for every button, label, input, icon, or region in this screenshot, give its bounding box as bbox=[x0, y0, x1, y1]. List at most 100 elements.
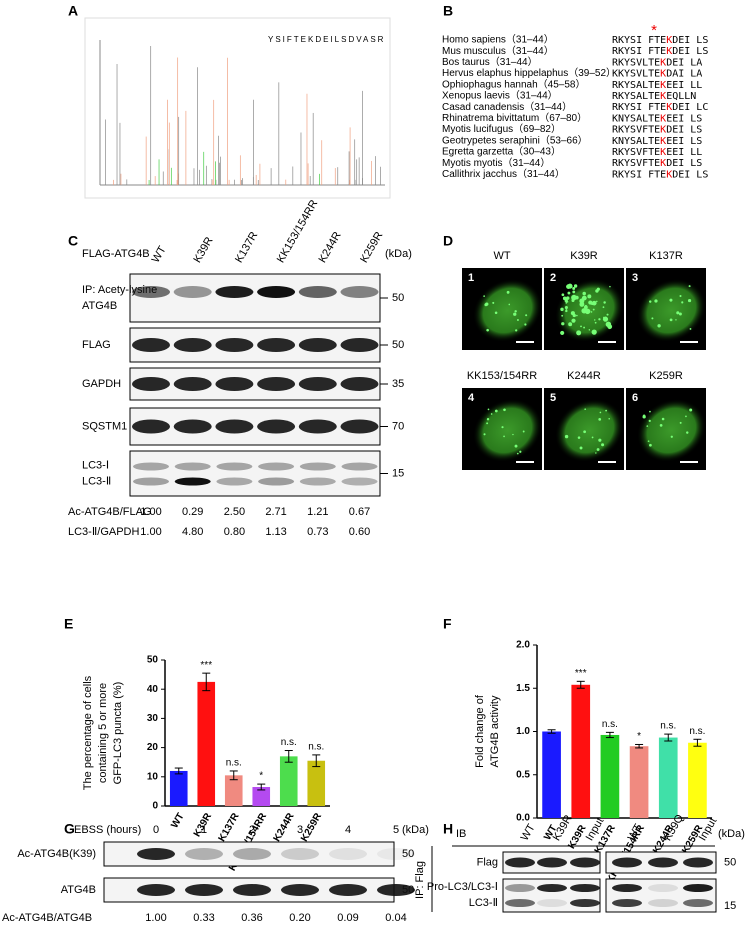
puncta bbox=[483, 295, 485, 297]
band bbox=[341, 477, 378, 486]
significance: n.s. bbox=[660, 721, 676, 732]
puncta bbox=[519, 450, 522, 453]
puncta bbox=[685, 415, 687, 418]
bar bbox=[197, 681, 216, 806]
band bbox=[612, 884, 642, 892]
sequence-part: K bbox=[660, 91, 666, 102]
row-label: FLAG bbox=[82, 339, 111, 351]
band bbox=[298, 338, 337, 352]
error-bar bbox=[693, 738, 702, 747]
puncta bbox=[590, 311, 593, 313]
puncta bbox=[675, 319, 677, 321]
puncta bbox=[584, 408, 587, 411]
band bbox=[174, 462, 211, 471]
quant-value: 1.00 bbox=[140, 506, 161, 518]
quant-value: 4.80 bbox=[182, 526, 203, 538]
puncta bbox=[678, 312, 682, 316]
puncta bbox=[654, 299, 658, 303]
quant-value: 2.71 bbox=[265, 506, 286, 518]
puncta bbox=[686, 431, 689, 434]
image-number: 6 bbox=[632, 392, 638, 404]
quant-label: LC3-Ⅱ/GAPDH bbox=[68, 526, 139, 538]
band bbox=[257, 419, 296, 434]
bar bbox=[600, 734, 620, 818]
bar bbox=[629, 746, 649, 818]
puncta bbox=[485, 302, 489, 306]
puncta bbox=[501, 426, 504, 429]
sequence-part: EQLLN bbox=[666, 91, 696, 102]
cell bbox=[472, 398, 543, 463]
error-bar bbox=[635, 743, 644, 749]
image-title: WT bbox=[493, 250, 510, 262]
lane-label: K244R bbox=[317, 230, 344, 265]
cell bbox=[636, 278, 707, 343]
sequence-part: RKYSVFTE bbox=[612, 158, 660, 169]
sequence-part: RKYSVFTE bbox=[612, 147, 660, 158]
band bbox=[216, 477, 253, 486]
row-label: Pro-LC3/LC3-Ⅰ bbox=[427, 881, 498, 893]
puncta bbox=[601, 443, 605, 447]
puncta bbox=[592, 308, 595, 311]
puncta bbox=[567, 291, 571, 295]
band bbox=[505, 857, 535, 868]
sequence: RKYSVFTEKDEI LS bbox=[612, 158, 702, 169]
species: Myotis myotis（31–44） bbox=[442, 157, 550, 169]
puncta bbox=[512, 433, 514, 436]
panel-label: E bbox=[64, 616, 73, 632]
band bbox=[132, 377, 170, 391]
puncta bbox=[577, 436, 581, 439]
puncta bbox=[579, 446, 583, 450]
band bbox=[215, 286, 254, 298]
puncta bbox=[676, 311, 680, 315]
band bbox=[340, 286, 379, 298]
puncta bbox=[596, 448, 600, 451]
puncta bbox=[525, 314, 528, 317]
x-tick-label: K244R bbox=[272, 811, 297, 844]
sequence-part: DEI LC bbox=[672, 102, 708, 113]
puncta bbox=[560, 307, 564, 312]
image-title: KK153/154RR bbox=[467, 370, 537, 382]
error-bar bbox=[229, 770, 238, 781]
x-tick-label: WT bbox=[169, 811, 186, 830]
puncta bbox=[583, 430, 587, 434]
sequence-part: EEI LL bbox=[666, 80, 702, 91]
puncta bbox=[591, 300, 597, 306]
puncta bbox=[514, 444, 518, 448]
species: Ophiophagus hannah（45–58） bbox=[442, 78, 585, 90]
band bbox=[173, 338, 212, 352]
species: Homo sapiens（31–44） bbox=[442, 34, 554, 46]
sequence-part: DEI LS bbox=[666, 158, 702, 169]
band bbox=[570, 899, 600, 907]
sequence-part: K bbox=[660, 125, 666, 136]
species: Mus musculus（31–44） bbox=[442, 45, 554, 57]
band bbox=[299, 477, 336, 486]
band bbox=[258, 462, 295, 471]
band bbox=[537, 884, 567, 892]
sequence: KKYSVLTEKDAI LA bbox=[612, 69, 702, 80]
species: Hervus elaphus hippelaphus（39–52） bbox=[442, 67, 616, 79]
condition: EBSS (hours) bbox=[74, 824, 141, 836]
band bbox=[257, 286, 296, 298]
error-bar bbox=[174, 767, 183, 775]
ip-label: IP: Flag bbox=[414, 861, 426, 899]
band bbox=[233, 848, 271, 860]
band bbox=[683, 884, 713, 892]
band bbox=[215, 377, 254, 391]
unit: (kDa) bbox=[385, 248, 412, 260]
panel-label: F bbox=[443, 616, 452, 632]
lane-label: 4 bbox=[345, 824, 351, 836]
species: Myotis lucifugus（69–82） bbox=[442, 123, 561, 135]
sequence-part: K bbox=[666, 46, 672, 57]
band bbox=[173, 377, 212, 391]
significance: n.s. bbox=[226, 758, 242, 769]
puncta bbox=[651, 317, 654, 320]
error-bar bbox=[202, 672, 211, 692]
puncta bbox=[565, 302, 568, 304]
sequence-part: RKYSI FTE bbox=[612, 169, 666, 180]
sequence-part: RKYSI FTE bbox=[612, 35, 666, 46]
bar bbox=[658, 737, 678, 818]
sequence: RKYSI FTEKDEI LS bbox=[612, 46, 708, 57]
puncta bbox=[669, 318, 673, 322]
marker: * bbox=[651, 22, 657, 39]
sequence-part: K bbox=[660, 136, 666, 147]
